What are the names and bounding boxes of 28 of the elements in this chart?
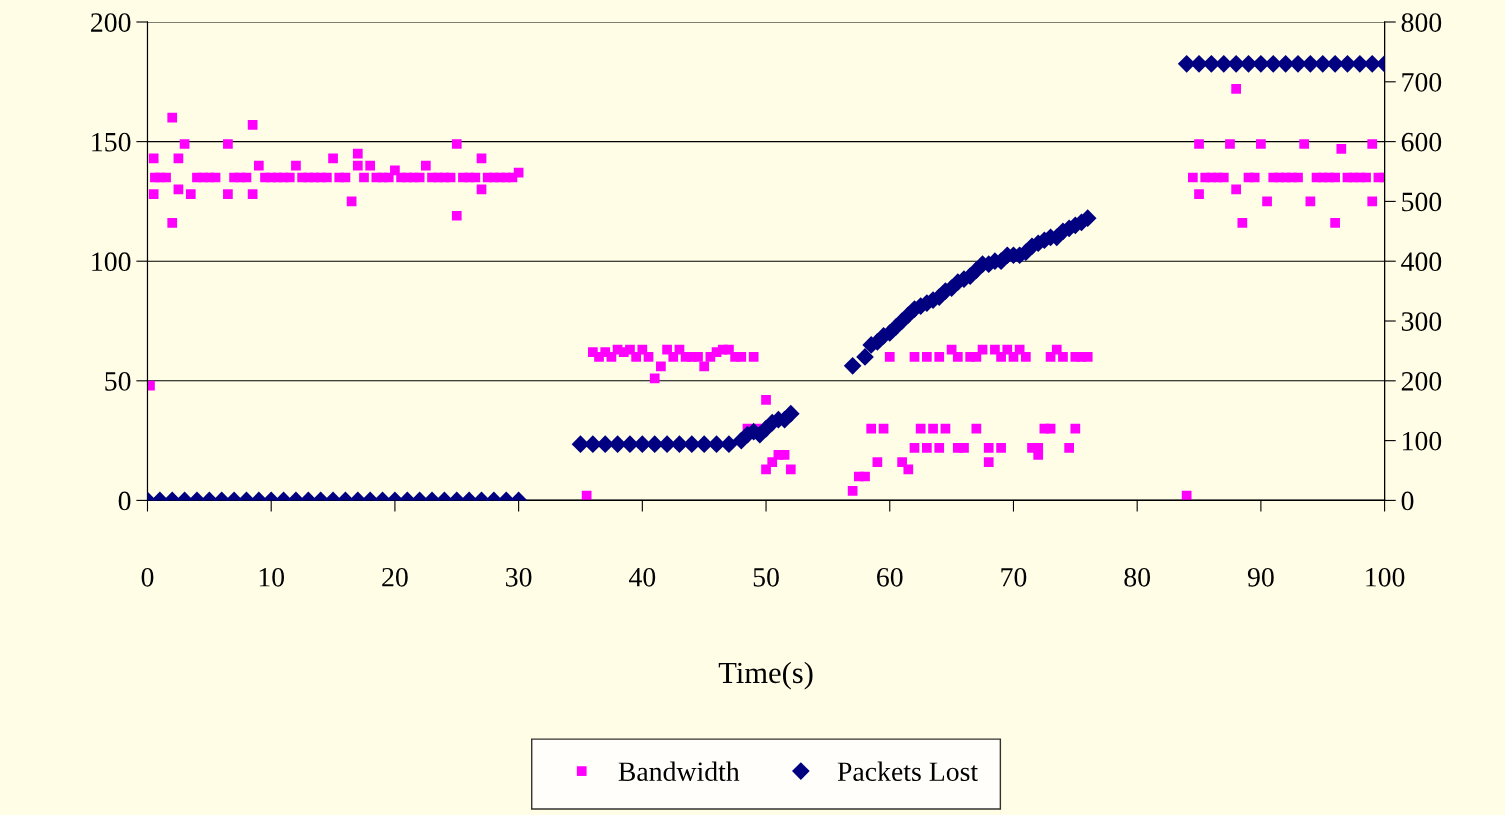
x-tick-label: 80 (1124, 567, 1151, 587)
y-tick-label: 100 (92, 252, 131, 272)
y2-tick-label: 500 (1402, 192, 1442, 212)
x-tick-label: 70 (1001, 567, 1027, 587)
legend-label: Bandwidth (618, 761, 740, 782)
x-axis-title: Time(s) (718, 661, 813, 690)
x-tick-label: 50 (753, 567, 779, 587)
y2-tick-label: 400 (1401, 252, 1442, 272)
y-tick-label: 200 (91, 13, 131, 32)
x-tick-label: 100 (1366, 567, 1405, 587)
y2-tick-label: 100 (1403, 431, 1442, 451)
y-tick-label: 150 (92, 132, 131, 152)
x-tick-label: 60 (877, 567, 903, 587)
x-tick-label: 90 (1247, 567, 1274, 587)
y2-tick-label: 0 (1401, 491, 1414, 511)
y-tick-label: 50 (105, 371, 131, 391)
x-tick-label: 40 (628, 567, 656, 587)
y2-tick-label: 700 (1402, 72, 1442, 92)
x-tick-label: 10 (259, 567, 285, 587)
y2-tick-label: 300 (1401, 312, 1442, 331)
y2-tick-label: 600 (1401, 132, 1442, 152)
legend-label: Packets Lost (837, 761, 978, 782)
x-tick-label: 30 (506, 567, 532, 587)
y2-tick-label: 800 (1401, 13, 1442, 32)
x-tick-label: 20 (382, 567, 408, 587)
x-tick-label: 0 (141, 567, 154, 587)
y2-tick-label: 200 (1401, 371, 1442, 391)
y-tick-label: 0 (118, 491, 131, 511)
